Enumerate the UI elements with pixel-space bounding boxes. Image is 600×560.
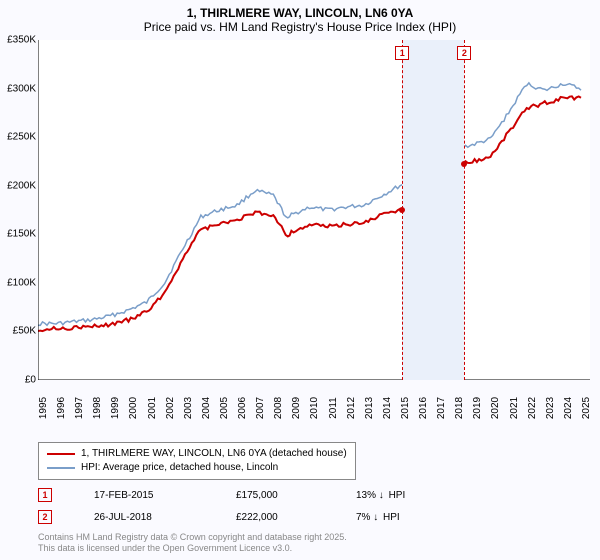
- chart-point-1: [399, 207, 405, 213]
- x-tick-label: 2012: [346, 397, 357, 419]
- x-tick-label: 2005: [219, 397, 230, 419]
- x-tick-label: 2006: [237, 397, 248, 419]
- vline-2: [464, 40, 465, 380]
- x-tick-label: 1995: [38, 397, 49, 419]
- x-tick-label: 1999: [110, 397, 121, 419]
- series-line: [38, 83, 581, 325]
- marker-date: 17-FEB-2015: [94, 490, 194, 501]
- chart-marker-1: 1: [395, 43, 409, 61]
- marker-delta: 7% HPI: [356, 512, 400, 523]
- footer-line1: Contains HM Land Registry data © Crown c…: [38, 532, 347, 543]
- marker-ref: HPI: [380, 512, 399, 523]
- x-tick-label: 2001: [147, 397, 158, 419]
- x-tick-label: 2007: [255, 397, 266, 419]
- x-tick-label: 2023: [545, 397, 556, 419]
- chart-area: 12: [38, 40, 590, 380]
- x-tick-label: 2019: [472, 397, 483, 419]
- y-tick-label: £200K: [7, 180, 36, 191]
- marker-row-2: 2 26-JUL-2018 £222,000 7% HPI: [38, 510, 400, 524]
- title-sub: Price paid vs. HM Land Registry's House …: [0, 20, 600, 34]
- chart-svg: [38, 40, 590, 380]
- marker-price: £222,000: [236, 512, 314, 523]
- y-tick-label: £250K: [7, 132, 36, 143]
- x-tick-label: 2008: [273, 397, 284, 419]
- legend-label: HPI: Average price, detached house, Linc…: [81, 461, 278, 475]
- marker-date: 26-JUL-2018: [94, 512, 194, 523]
- legend-row: HPI: Average price, detached house, Linc…: [47, 461, 347, 475]
- y-tick-label: £50K: [13, 326, 36, 337]
- marker-row-1: 1 17-FEB-2015 £175,000 13% HPI: [38, 488, 405, 502]
- x-tick-label: 2004: [201, 397, 212, 419]
- legend-label: 1, THIRLMERE WAY, LINCOLN, LN6 0YA (deta…: [81, 447, 347, 461]
- x-tick-label: 1997: [74, 397, 85, 419]
- x-tick-label: 2017: [436, 397, 447, 419]
- chart-marker-2: 2: [457, 43, 471, 61]
- x-tick-label: 2018: [454, 397, 465, 419]
- series-line: [38, 96, 581, 331]
- legend-row: 1, THIRLMERE WAY, LINCOLN, LN6 0YA (deta…: [47, 447, 347, 461]
- x-tick-label: 2024: [563, 397, 574, 419]
- marker-price: £175,000: [236, 490, 314, 501]
- y-tick-label: £150K: [7, 229, 36, 240]
- x-tick-label: 2022: [527, 397, 538, 419]
- y-tick-label: £350K: [7, 35, 36, 46]
- marker-badge-2: 2: [38, 510, 52, 524]
- y-tick-label: £0: [25, 375, 36, 386]
- title-area: 1, THIRLMERE WAY, LINCOLN, LN6 0YA Price…: [0, 0, 600, 36]
- x-tick-label: 2009: [291, 397, 302, 419]
- page-container: 1, THIRLMERE WAY, LINCOLN, LN6 0YA Price…: [0, 0, 600, 560]
- y-tick-label: £300K: [7, 83, 36, 94]
- x-tick-label: 1998: [92, 397, 103, 419]
- x-tick-label: 2020: [490, 397, 501, 419]
- title-main: 1, THIRLMERE WAY, LINCOLN, LN6 0YA: [0, 6, 600, 20]
- footer-line2: This data is licensed under the Open Gov…: [38, 543, 347, 554]
- x-tick-label: 2016: [418, 397, 429, 419]
- marker-badge-1: 1: [38, 488, 52, 502]
- x-tick-label: 2014: [382, 397, 393, 419]
- y-tick-label: £100K: [7, 277, 36, 288]
- legend: 1, THIRLMERE WAY, LINCOLN, LN6 0YA (deta…: [38, 442, 356, 480]
- x-tick-label: 2021: [509, 397, 520, 419]
- x-tick-label: 2000: [128, 397, 139, 419]
- legend-swatch: [47, 453, 75, 455]
- down-arrow-icon: [379, 490, 386, 501]
- legend-swatch: [47, 467, 75, 469]
- x-tick-label: 2010: [309, 397, 320, 419]
- x-tick-label: 2011: [328, 397, 339, 419]
- footer: Contains HM Land Registry data © Crown c…: [38, 532, 347, 554]
- x-tick-label: 2013: [364, 397, 375, 419]
- y-axis: £0£50K£100K£150K£200K£250K£300K£350K: [0, 40, 38, 380]
- x-tick-label: 2025: [581, 397, 592, 419]
- x-axis: 1995 1996 1997 1998 1999 2000 2001 2002 2003 2004…: [38, 380, 590, 440]
- chart-point-2: [461, 161, 467, 167]
- x-tick-label: 2003: [183, 397, 194, 419]
- x-tick-label: 1996: [56, 397, 67, 419]
- x-tick-label: 2015: [400, 397, 411, 419]
- x-tick-label: 2002: [165, 397, 176, 419]
- marker-ref: HPI: [386, 490, 405, 501]
- highlight-band: [402, 40, 464, 380]
- marker-delta: 13% HPI: [356, 490, 405, 501]
